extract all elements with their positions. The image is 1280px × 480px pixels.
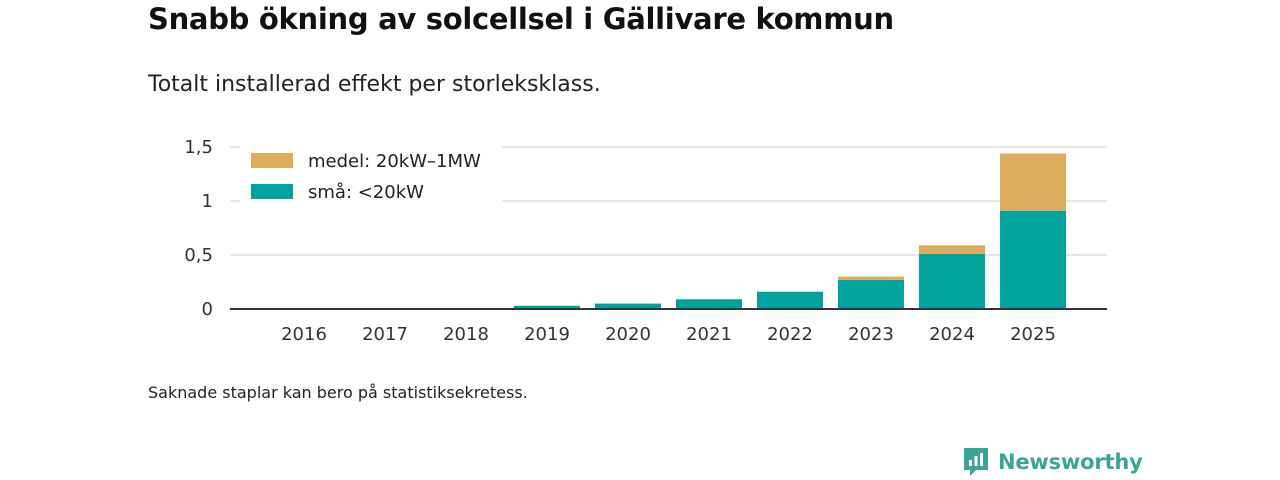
y-tick-label: 0,5 (184, 245, 213, 266)
x-tick-label: 2025 (1010, 324, 1056, 345)
bar-small (595, 303, 661, 309)
x-tick-label: 2018 (443, 324, 489, 345)
y-tick-label: 1 (202, 191, 213, 212)
chart-subtitle: Totalt installerad effekt per storlekskl… (148, 72, 601, 97)
chart-title: Snabb ökning av solcellsel i Gällivare k… (148, 2, 894, 36)
x-tick-label: 2024 (929, 324, 975, 345)
bar-medium (838, 276, 904, 280)
x-tick-label: 2017 (362, 324, 408, 345)
bar-small (757, 291, 823, 309)
bar-small (514, 305, 580, 309)
legend-swatch (251, 153, 293, 168)
x-tick-label: 2019 (524, 324, 570, 345)
footnote: Saknade staplar kan bero på statistiksek… (148, 383, 528, 402)
y-tick-label: 1,5 (184, 137, 213, 158)
x-tick-label: 2022 (767, 324, 813, 345)
legend-label: medel: 20kW–1MW (308, 151, 481, 172)
legend-swatch (251, 184, 293, 199)
bar-small (1000, 210, 1066, 309)
x-tick-label: 2023 (848, 324, 894, 345)
brand-name: Newsworthy (998, 450, 1143, 474)
x-tick-label: 2021 (686, 324, 732, 345)
bar-small (676, 299, 742, 309)
x-tick-label: 2020 (605, 324, 651, 345)
bar-small (919, 253, 985, 309)
newsworthy-logo-icon (964, 448, 988, 476)
bar-small (838, 279, 904, 309)
x-tick-label: 2016 (281, 324, 327, 345)
bar-medium (919, 245, 985, 254)
brand-logo: Newsworthy (962, 446, 1143, 478)
bar-medium (1000, 153, 1066, 211)
y-tick-label: 0 (202, 299, 213, 320)
legend-label: små: <20kW (308, 182, 424, 203)
